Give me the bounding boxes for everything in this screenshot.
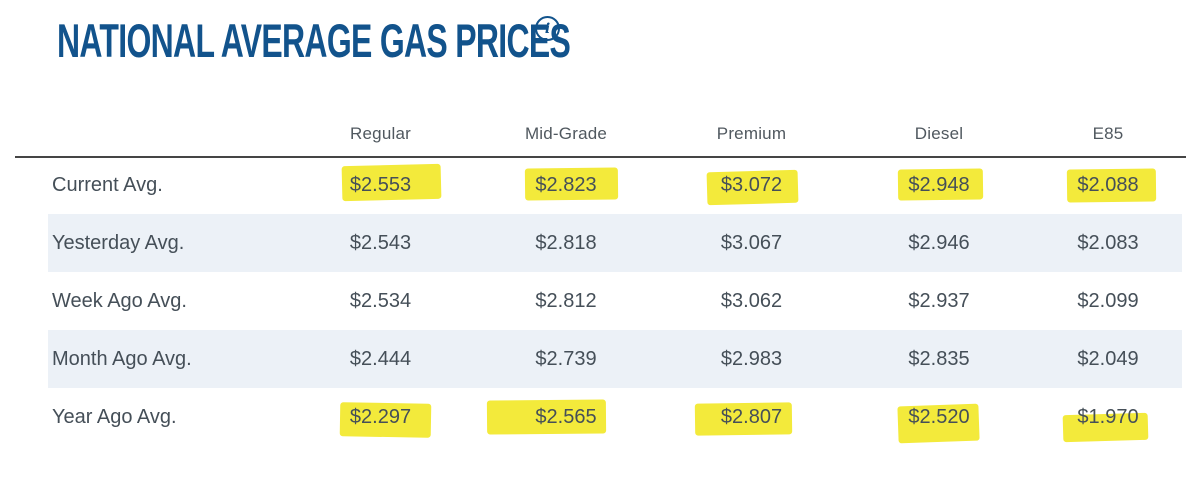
price-cell: $2.088	[1034, 173, 1182, 198]
price-cell: $2.807	[659, 405, 844, 430]
column-header: Regular	[350, 124, 411, 143]
header-divider	[15, 156, 1186, 158]
highlight-mark: $2.553	[349, 173, 412, 196]
row-label: Month Ago Avg.	[52, 347, 192, 370]
price-cell: $2.543	[349, 231, 412, 254]
highlight-mark: $2.823	[535, 173, 597, 196]
price-cell: $2.083	[1077, 231, 1139, 254]
price-cell: $2.948	[844, 173, 1034, 198]
price-cell: $2.049	[1077, 347, 1139, 370]
price-cell: $3.067	[720, 231, 783, 254]
table-row: Yesterday Avg. $2.543 $2.818 $3.067 $2.946 $2…	[48, 214, 1182, 272]
highlight-mark: $2.948	[908, 173, 970, 196]
price-cell: $2.812	[535, 289, 597, 312]
price-cell: $2.444	[349, 347, 412, 370]
row-label: Yesterday Avg.	[52, 231, 185, 254]
column-header: Premium	[716, 124, 787, 143]
price-cell: $2.983	[720, 347, 783, 370]
highlight-mark: $1.970	[1077, 405, 1139, 428]
table-header-row: Regular Mid-Grade Premium Diesel E85	[48, 112, 1182, 156]
highlight-mark: $2.807	[720, 405, 783, 428]
page-title-text: NATIONAL AVERAGE GAS PRICES	[57, 14, 571, 67]
info-icon[interactable]: i	[535, 16, 560, 41]
column-header: Mid-Grade	[524, 124, 608, 143]
row-label: Week Ago Avg.	[52, 289, 187, 312]
highlight-mark: $2.520	[908, 405, 970, 428]
row-label: Year Ago Avg.	[52, 405, 177, 428]
price-cell: $2.937	[908, 289, 970, 312]
price-cell: $2.835	[908, 347, 970, 370]
price-cell: $2.818	[535, 231, 597, 254]
column-header: E85	[1092, 124, 1124, 143]
price-cell: $2.823	[473, 173, 659, 198]
highlight-mark: $2.088	[1077, 173, 1139, 196]
gas-price-table: Regular Mid-Grade Premium Diesel E85 Current…	[48, 112, 1182, 446]
page-title: NATIONAL AVERAGE GAS PRICES	[57, 17, 812, 64]
price-cell: $2.739	[535, 347, 597, 370]
price-cell: $3.062	[720, 289, 783, 312]
price-cell: $2.520	[844, 405, 1034, 430]
info-icon-glyph: i	[544, 20, 551, 37]
price-cell: $2.565	[473, 405, 659, 430]
highlight-mark: $2.297	[349, 405, 412, 428]
highlight-mark: $2.565	[535, 405, 597, 428]
price-cell: $2.099	[1077, 289, 1139, 312]
price-cell: $2.553	[288, 173, 473, 198]
price-cell: $2.297	[288, 405, 473, 430]
price-cell: $1.970	[1034, 405, 1182, 430]
table-row: Year Ago Avg. $2.297 $2.565 $2.807 $2.520 $1.…	[48, 388, 1182, 446]
price-cell: $3.072	[659, 173, 844, 198]
column-header: Diesel	[914, 124, 964, 143]
table-row: Current Avg. $2.553 $2.823 $3.072 $2.948 $2.0…	[48, 156, 1182, 214]
table-row: Week Ago Avg. $2.534 $2.812 $3.062 $2.937 $2.…	[48, 272, 1182, 330]
price-cell: $2.946	[908, 231, 970, 254]
row-label: Current Avg.	[52, 173, 163, 196]
table-row: Month Ago Avg. $2.444 $2.739 $2.983 $2.835 $2…	[48, 330, 1182, 388]
price-cell: $2.534	[349, 289, 412, 312]
highlight-mark: $3.072	[720, 173, 783, 196]
